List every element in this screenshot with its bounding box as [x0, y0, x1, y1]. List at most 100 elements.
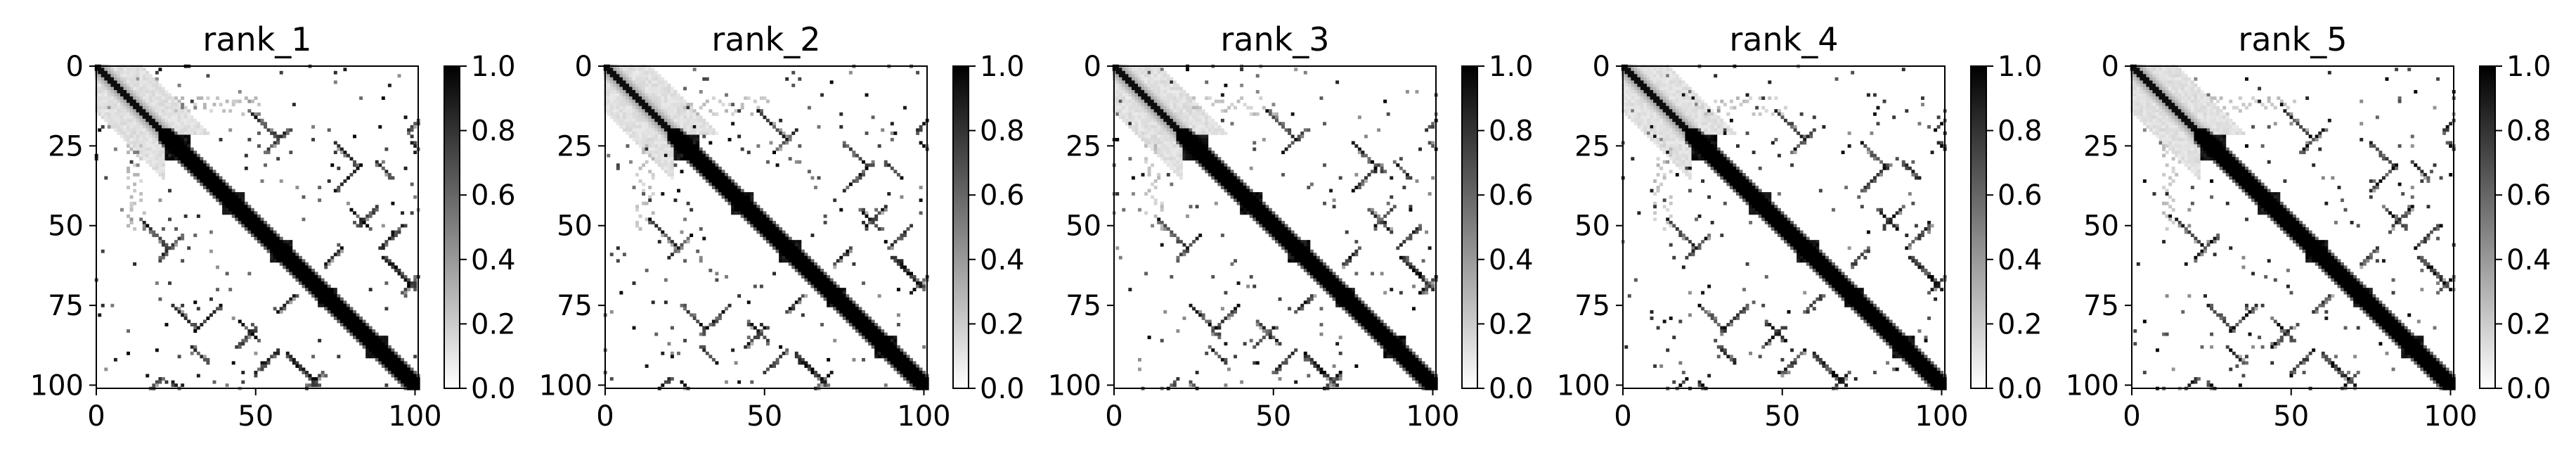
- heatmap-cell: [295, 256, 299, 260]
- heatmap-cell: [642, 90, 645, 94]
- heatmap-cell: [642, 132, 645, 135]
- heatmap-cell: [359, 326, 363, 330]
- heatmap-cell: [897, 371, 900, 374]
- heatmap-cell: [893, 352, 897, 355]
- colorbar: [953, 66, 969, 388]
- heatmap-cell: [1173, 90, 1177, 94]
- heatmap-cell: [671, 90, 674, 94]
- heatmap-cell: [343, 323, 347, 326]
- heatmap-cell: [693, 317, 697, 320]
- heatmap-cell: [839, 125, 843, 129]
- heatmap-cell: [1208, 173, 1212, 177]
- heatmap-cell: [133, 68, 136, 71]
- heatmap-cell: [178, 307, 181, 310]
- heatmap-cell: [1125, 74, 1129, 77]
- heatmap-cell: [133, 227, 136, 231]
- heatmap-cell: [267, 250, 271, 253]
- heatmap-cell: [318, 285, 321, 288]
- heatmap-cell: [1275, 224, 1279, 227]
- heatmap-cell: [680, 106, 684, 110]
- heatmap-cell: [1297, 138, 1301, 141]
- heatmap-cell: [136, 94, 140, 97]
- heatmap-cell: [343, 326, 347, 330]
- heatmap-cell: [645, 74, 649, 77]
- heatmap-cell: [814, 186, 817, 189]
- heatmap-cell: [760, 285, 763, 288]
- heatmap-cell: [652, 87, 655, 90]
- heatmap-cell: [143, 141, 146, 145]
- heatmap-cell: [658, 160, 661, 164]
- heatmap-cell: [276, 157, 280, 160]
- heatmap-cell: [1192, 132, 1196, 135]
- heatmap-cell: [855, 307, 859, 310]
- heatmap-cell: [881, 208, 884, 212]
- heatmap-cell: [162, 106, 165, 110]
- heatmap-cell: [779, 231, 782, 234]
- heatmap-cell: [388, 84, 391, 87]
- heatmap-cell: [699, 154, 703, 158]
- heatmap-cell: [168, 157, 171, 160]
- heatmap-cell: [404, 291, 408, 295]
- heatmap-cell: [1154, 125, 1158, 129]
- heatmap-cell: [178, 106, 181, 110]
- heatmap-cell: [708, 132, 712, 135]
- heatmap-cell: [110, 68, 114, 71]
- heatmap-cell: [356, 333, 360, 336]
- heatmap-cell: [673, 94, 677, 97]
- heatmap-cell: [699, 167, 703, 170]
- heatmap-cell: [1294, 243, 1297, 247]
- heatmap-cell: [667, 134, 671, 138]
- heatmap-cell: [200, 173, 203, 177]
- heatmap-cell: [174, 148, 178, 151]
- heatmap-cell: [1148, 167, 1151, 170]
- heatmap-cell: [127, 90, 130, 94]
- heatmap-cell: [1138, 132, 1141, 135]
- heatmap-cell: [635, 125, 639, 129]
- heatmap-cell: [629, 103, 633, 106]
- heatmap-cell: [910, 383, 913, 387]
- heatmap-cell: [190, 119, 194, 122]
- heatmap-cell: [623, 103, 626, 106]
- heatmap-cell: [791, 132, 795, 135]
- heatmap-cell: [677, 113, 680, 116]
- heatmap-cell: [766, 231, 770, 234]
- heatmap-cell: [820, 381, 824, 384]
- colorbar: [444, 66, 460, 388]
- heatmap-cell: [639, 90, 642, 94]
- heatmap-cell: [384, 336, 388, 339]
- heatmap-cell: [1406, 173, 1409, 177]
- heatmap-cell: [1182, 138, 1186, 141]
- heatmap-cell: [1262, 211, 1266, 215]
- heatmap-cell: [664, 128, 668, 132]
- heatmap-cell: [623, 119, 626, 122]
- heatmap-cell: [1157, 84, 1160, 87]
- heatmap-cell: [658, 80, 661, 84]
- heatmap-cell: [127, 176, 130, 179]
- heatmap-cell: [145, 151, 149, 154]
- heatmap-cell: [699, 157, 703, 160]
- heatmap-cell: [302, 285, 305, 288]
- heatmap-cell: [145, 96, 149, 100]
- heatmap-cell: [139, 106, 143, 110]
- heatmap-cell: [238, 90, 242, 94]
- heatmap-cell: [801, 358, 805, 362]
- heatmap-cell: [117, 109, 120, 113]
- heatmap-cell: [213, 170, 216, 173]
- heatmap-cell: [865, 317, 869, 320]
- heatmap-cell: [779, 246, 782, 250]
- heatmap-cell: [241, 339, 245, 343]
- heatmap-cell: [174, 103, 178, 106]
- heatmap-cell: [1192, 144, 1196, 148]
- heatmap-cell: [171, 141, 175, 145]
- heatmap-cell: [302, 259, 305, 262]
- heatmap-cell: [1253, 141, 1256, 145]
- heatmap-cell: [1176, 125, 1179, 129]
- heatmap-cell: [127, 84, 130, 87]
- heatmap-cell: [648, 90, 652, 94]
- heatmap-cell: [658, 128, 661, 132]
- heatmap-cell: [404, 381, 408, 384]
- heatmap-cell: [654, 100, 658, 103]
- heatmap-cell: [725, 198, 728, 202]
- heatmap-cell: [139, 100, 143, 103]
- heatmap-cell: [1300, 246, 1304, 250]
